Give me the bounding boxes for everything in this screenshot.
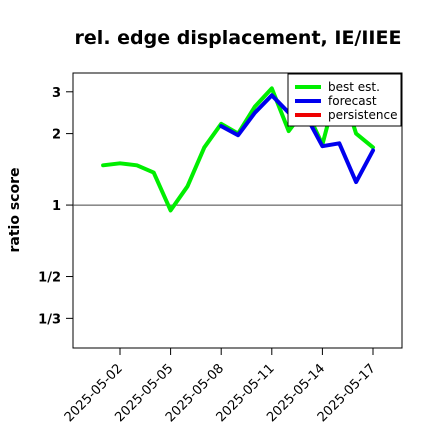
legend-entry: best est. [328, 80, 380, 94]
y-tick-label: 1/3 [38, 312, 61, 327]
legend-entry: persistence [328, 108, 397, 122]
y-tick-label: 1/2 [38, 271, 61, 286]
y-tick-label: 3 [52, 86, 61, 101]
legend-entry: forecast [328, 94, 377, 108]
y-tick-label: 1 [52, 199, 61, 214]
plot-area: 1/31/21232025-05-022025-05-052025-05-082… [38, 72, 403, 425]
plot-frame [72, 72, 403, 349]
y-axis-label: ratio score [7, 168, 23, 253]
chart-title: rel. edge displacement, IE/IIEE [75, 27, 402, 49]
y-tick-label: 2 [52, 128, 61, 143]
